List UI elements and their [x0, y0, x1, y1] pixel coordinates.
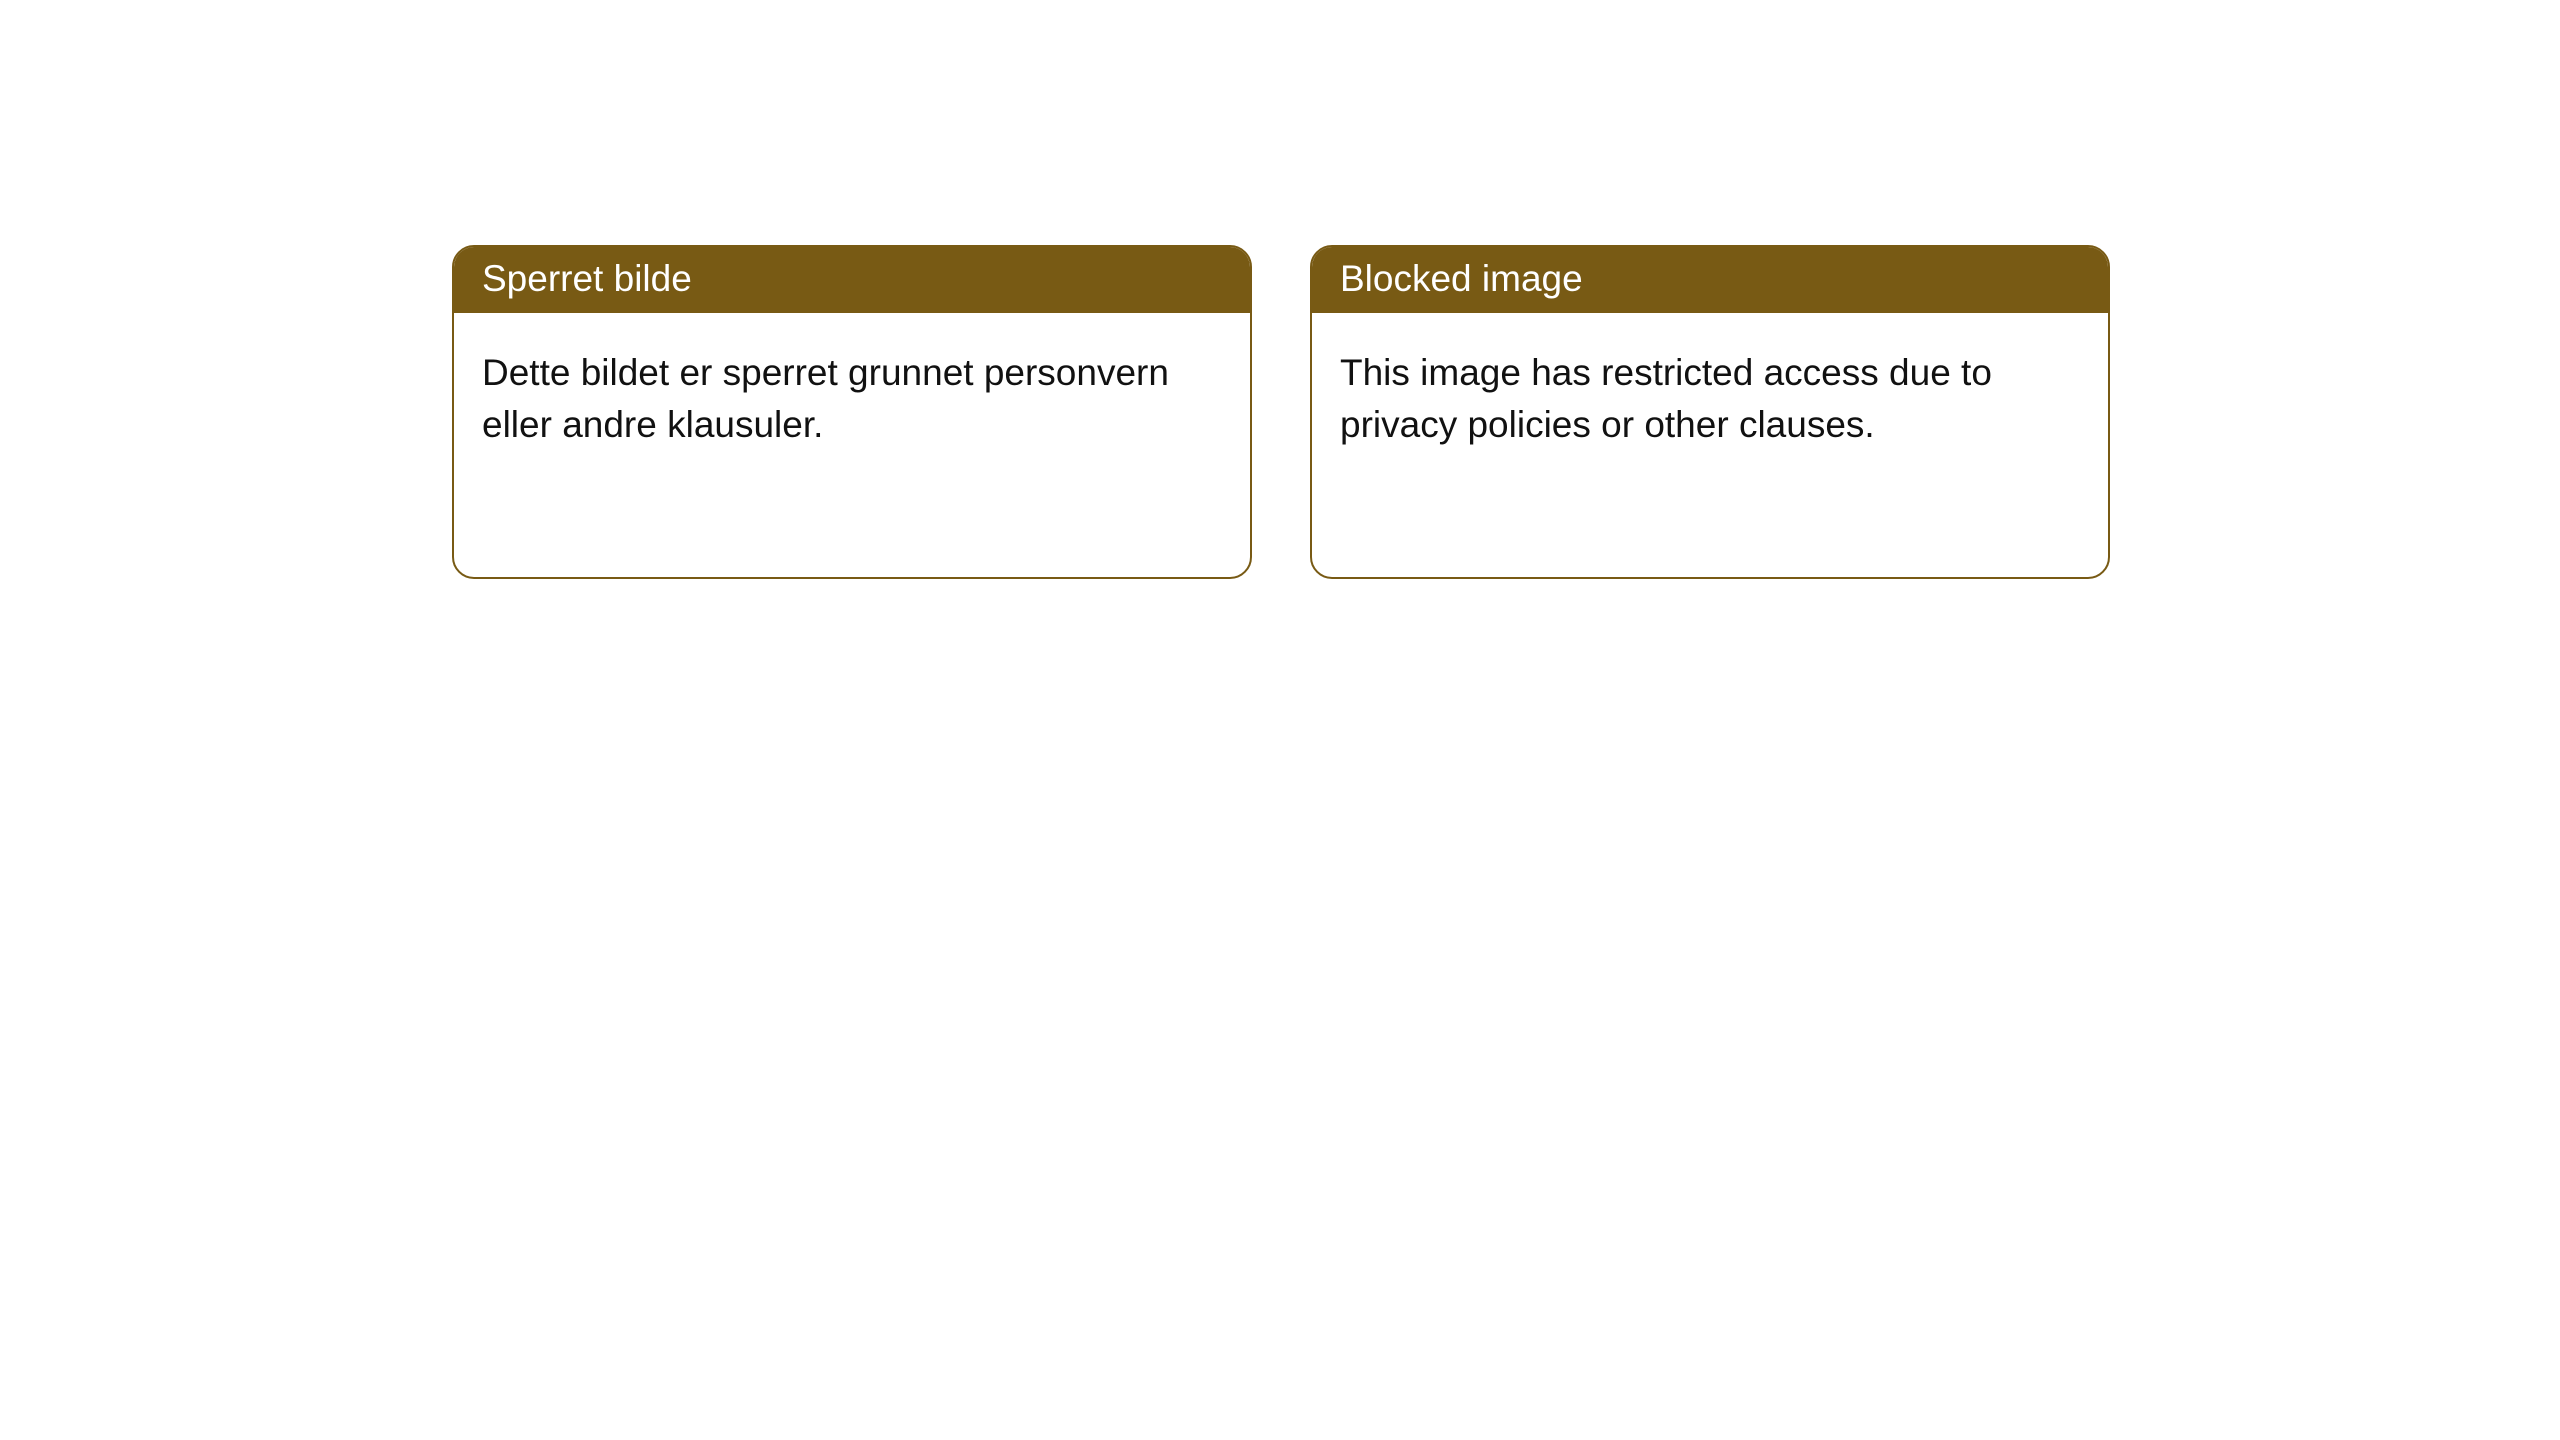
- card-body: This image has restricted access due to …: [1312, 313, 2108, 479]
- card-body: Dette bildet er sperret grunnet personve…: [454, 313, 1250, 479]
- blocked-image-card-norwegian: Sperret bilde Dette bildet er sperret gr…: [452, 245, 1252, 579]
- card-header: Sperret bilde: [454, 247, 1250, 313]
- notice-cards-container: Sperret bilde Dette bildet er sperret gr…: [0, 0, 2560, 579]
- card-header: Blocked image: [1312, 247, 2108, 313]
- blocked-image-card-english: Blocked image This image has restricted …: [1310, 245, 2110, 579]
